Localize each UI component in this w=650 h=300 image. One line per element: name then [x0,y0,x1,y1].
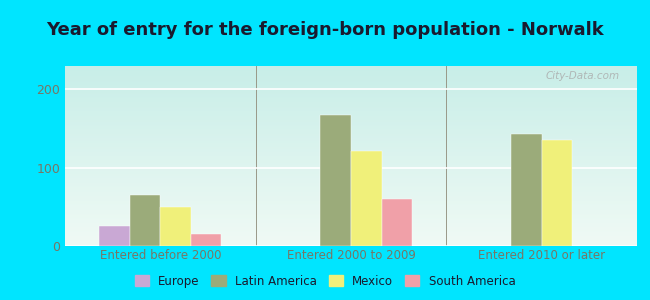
Bar [351,151,382,246]
Text: Year of entry for the foreign-born population - Norwalk: Year of entry for the foreign-born popul… [46,21,604,39]
Bar [130,195,161,246]
Bar [511,134,541,246]
Bar [161,207,191,246]
Bar [99,226,130,246]
Bar [541,140,572,246]
Bar [191,234,222,246]
Bar [320,115,351,246]
Legend: Europe, Latin America, Mexico, South America: Europe, Latin America, Mexico, South Ame… [131,271,519,291]
Bar [382,199,412,246]
Text: City-Data.com: City-Data.com [546,71,620,81]
